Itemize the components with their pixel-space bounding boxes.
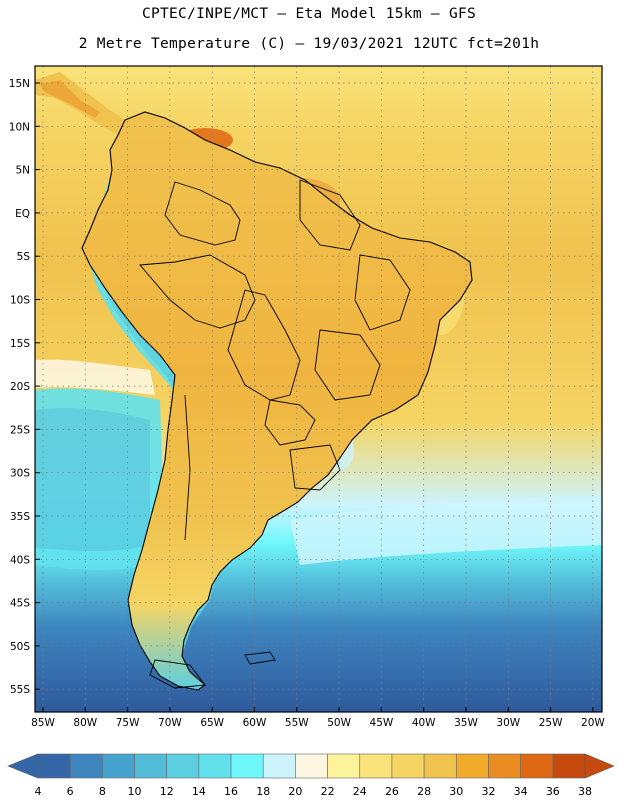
colorbar-swatch [488, 753, 521, 779]
colorbar-swatch [295, 753, 328, 779]
colorbar-label: 28 [417, 785, 431, 798]
colorbar-labels: 4 6 8 10 12 14 16 18 20 22 24 26 28 30 32 34 36 38 [35, 785, 593, 798]
colorbar-label: 8 [99, 785, 106, 798]
lat-label: 25S [10, 424, 30, 436]
lon-label: 20W [581, 717, 605, 729]
border-uruguay [289, 444, 341, 491]
colorbar-label: 22 [321, 785, 335, 798]
title-line-1: CPTEC/INPE/MCT – Eta Model 15km – GFS [141, 6, 477, 22]
lat-label: 15S [10, 338, 30, 350]
border-amazonas [299, 179, 361, 251]
lon-label: 75W [116, 717, 140, 729]
lon-label: 50W [327, 717, 351, 729]
colorbar-label: 36 [546, 785, 560, 798]
border-bolivia [227, 289, 301, 401]
colorbar-label: 10 [128, 785, 142, 798]
lat-label: 40S [10, 554, 30, 566]
colorbar-label: 6 [67, 785, 74, 798]
colorbar-label: 30 [449, 785, 463, 798]
colorbar-swatch [166, 753, 200, 779]
lat-label: 35S [10, 511, 30, 523]
colorbar-swatch [262, 753, 296, 779]
lat-label: 20S [10, 381, 30, 393]
colorbar-swatch [423, 753, 457, 779]
lat-label: 45S [10, 598, 30, 610]
colorbar-label: 14 [192, 785, 206, 798]
colorbar-swatch [198, 753, 232, 779]
colorbar-swatch [134, 753, 168, 779]
border-paraguay [264, 399, 316, 446]
atlantic-mild-band [290, 495, 602, 565]
border-states-southeast [314, 329, 381, 401]
colorbar-swatch [552, 753, 586, 779]
lat-label: 10S [10, 295, 30, 307]
colorbar-label: 4 [35, 785, 42, 798]
colorbar-label: 18 [256, 785, 270, 798]
colorbar-boxes [7, 753, 615, 779]
border-states-center [354, 254, 411, 331]
andes-cold-strip [88, 170, 205, 540]
central-america-warm [40, 80, 100, 118]
lon-label: 45W [370, 717, 394, 729]
colorbar-swatch [455, 753, 489, 779]
lat-label: 15N [9, 78, 30, 90]
longitude-labels: 85W 80W 75W 70W 65W 60W 55W 50W 45W 40W 35W 30W 25W 2… [31, 707, 605, 729]
colorbar-swatch [327, 753, 361, 779]
colorbar-label: 20 [288, 785, 302, 798]
lon-label: 30W [496, 717, 520, 729]
colorbar-label: 38 [578, 785, 592, 798]
colorbar-swatch [102, 753, 135, 779]
colorbar-label: 26 [385, 785, 399, 798]
colorbar-label: 16 [224, 785, 238, 798]
lon-label: 55W [285, 717, 309, 729]
border-colombia-south [164, 181, 241, 246]
colorbar-high-arrow [584, 753, 615, 779]
lat-label: 55S [10, 684, 30, 696]
lon-label: 25W [539, 717, 563, 729]
lat-label: 5N [15, 165, 30, 177]
tierra-del-fuego [149, 659, 206, 689]
colorbar-swatch [359, 753, 393, 779]
lon-label: 85W [31, 717, 55, 729]
colorbar-swatch [520, 753, 554, 779]
border-peru-bolivia [139, 254, 256, 329]
colorbar-label: 34 [514, 785, 528, 798]
latitude-labels: 15N 10N 5N EQ 5S 10S 15S 20S 25S 30S 35S 40S 45S 50S 5… [9, 78, 40, 696]
lat-label: 10N [9, 121, 30, 133]
colorbar-swatch [37, 753, 71, 779]
lon-label: 65W [200, 717, 224, 729]
lat-label: 50S [10, 641, 30, 653]
lon-label: 70W [158, 717, 182, 729]
lat-label: 5S [17, 251, 31, 263]
colorbar-label: 24 [353, 785, 367, 798]
lon-label: 80W [73, 717, 97, 729]
lon-label: 40W [412, 717, 436, 729]
pacific-mild-band [35, 359, 155, 395]
map-frame [34, 65, 603, 713]
lat-label: 30S [10, 468, 30, 480]
falkland-islands [244, 651, 276, 665]
border-chile-argentina [184, 394, 191, 541]
colorbar-swatch [391, 753, 425, 779]
colorbar-label: 12 [160, 785, 174, 798]
colorbar-low-arrow [7, 753, 39, 779]
colorbar-swatch [69, 753, 103, 779]
colorbar-swatch [230, 753, 264, 779]
graticule [35, 66, 602, 712]
pacific-cooler-band [35, 408, 150, 552]
country-borders [81, 111, 473, 691]
lon-label: 60W [243, 717, 267, 729]
colorbar-label: 32 [481, 785, 495, 798]
title-line-2: 2 Metre Temperature (C) – 19/03/2021 12U… [78, 36, 540, 52]
lat-label: EQ [15, 208, 30, 220]
lon-label: 35W [454, 717, 478, 729]
